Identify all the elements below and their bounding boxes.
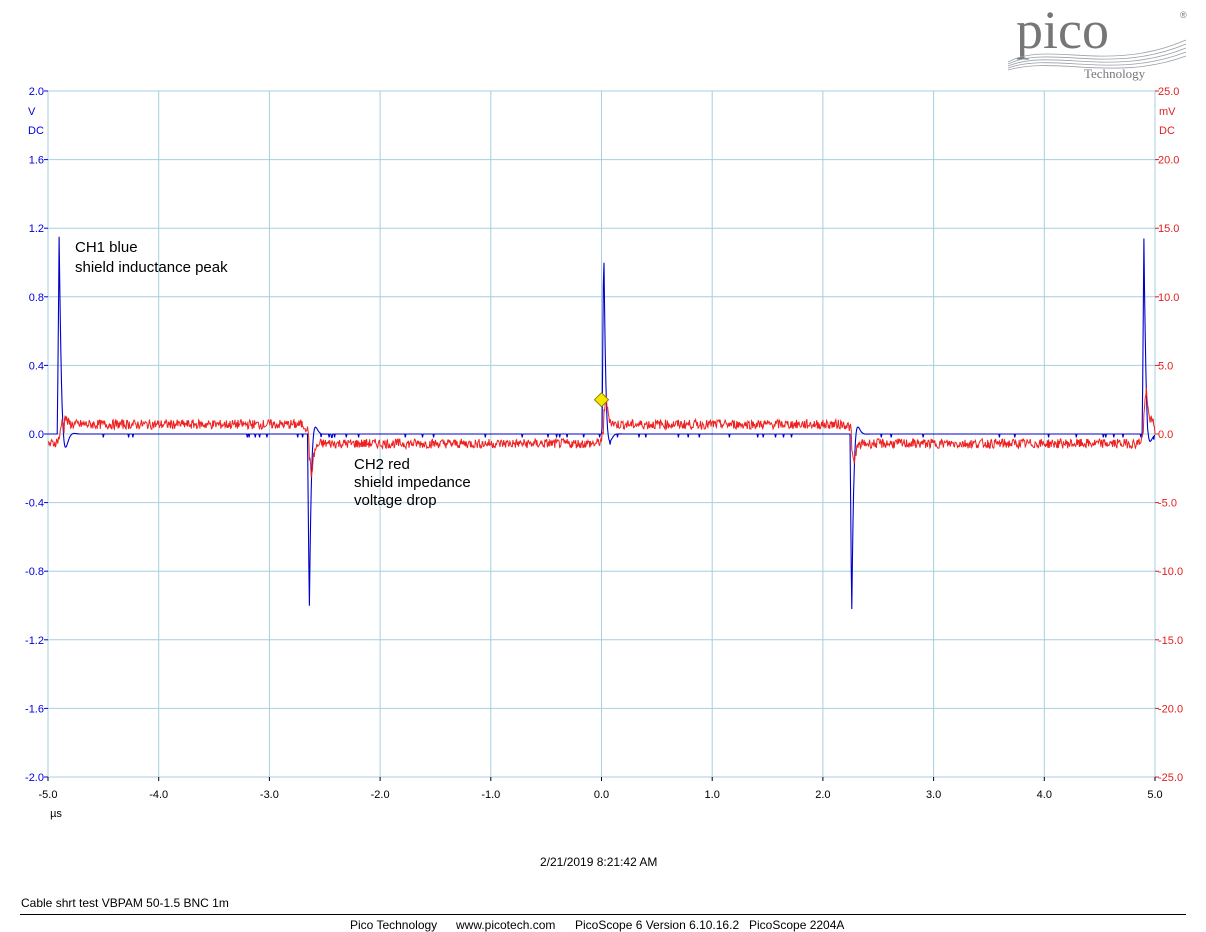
left-tick-label: -2.0 <box>25 772 44 784</box>
x-tick-label: -4.0 <box>149 789 168 801</box>
ch1-trace <box>48 236 1156 610</box>
ch2-trace <box>47 387 1156 478</box>
annotation-line: CH1 blue <box>75 239 138 256</box>
left-tick-label: 1.2 <box>29 223 44 235</box>
logo-subtitle: Technology <box>1084 66 1146 81</box>
logo-brand: pico <box>1016 4 1109 60</box>
left-tick-label: -1.6 <box>25 703 44 715</box>
x-tick-label: 1.0 <box>705 789 720 801</box>
right-tick-label: -5.0 <box>1158 498 1177 510</box>
pico-technology-logo: pico ® Technology <box>1000 0 1196 84</box>
x-tick-label: 4.0 <box>1037 789 1052 801</box>
right-tick-label: 10.0 <box>1158 292 1179 304</box>
left-tick-label: 0.0 <box>29 429 44 441</box>
capture-timestamp: 2/21/2019 8:21:42 AM <box>540 855 658 869</box>
left-tick-label: 0.8 <box>29 292 44 304</box>
annotation-line: shield impedance <box>354 474 471 491</box>
traces <box>47 236 1156 610</box>
x-axis-unit: µs <box>50 808 62 820</box>
left-tick-label: -0.8 <box>25 566 44 578</box>
left-tick-label: 1.6 <box>29 155 44 167</box>
x-tick-label: 3.0 <box>926 789 941 801</box>
right-tick-label: 0.0 <box>1158 429 1173 441</box>
logo-wave-icon <box>1007 39 1187 71</box>
annotation-line: voltage drop <box>354 492 437 509</box>
right-tick-label: -25.0 <box>1158 772 1183 784</box>
right-tick-label: -10.0 <box>1158 566 1183 578</box>
right-tick-label: -15.0 <box>1158 635 1183 647</box>
right-tick-label: 20.0 <box>1158 155 1179 167</box>
oscilloscope-chart: 2.01.61.20.80.40.0-0.4-0.8-1.2-1.6-2.0VD… <box>25 86 1183 820</box>
left-axis-coupling: DC <box>28 125 44 137</box>
left-axis: 2.0 1.6 1.2 0.8 0.4 0.0 -0.4 -0.8 -1.2 -1.6 -2.0 VD… <box>25 86 48 784</box>
x-tick-label: -3.0 <box>260 789 279 801</box>
x-tick-label: -2.0 <box>371 789 390 801</box>
right-tick-label: 25.0 <box>1158 86 1179 98</box>
bottom-axis: -5.0 -4.0 -3.0 -2.0 -1.0 0.0 1.0 2.0 3.0 4.0 5.0 µs <box>39 777 1163 820</box>
right-tick-label: -20.0 <box>1158 703 1183 715</box>
right-axis-unit: mV <box>1159 106 1176 118</box>
trigger-marker-icon <box>593 391 610 408</box>
annotation-line: CH2 red <box>354 456 410 473</box>
footer-website: www.picotech.com <box>456 918 556 932</box>
x-tick-label: 0.0 <box>594 789 609 801</box>
right-axis-coupling: DC <box>1159 125 1175 137</box>
left-axis-unit: V <box>28 106 36 118</box>
footer-divider <box>20 914 1186 915</box>
capture-caption: Cable shrt test VBPAM 50-1.5 BNC 1m <box>21 896 229 910</box>
x-tick-label: 2.0 <box>815 789 830 801</box>
footer-device: PicoScope 2204A <box>749 918 845 932</box>
footer-software: PicoScope 6 Version 6.10.16.2 <box>575 918 740 932</box>
logo-registered-mark: ® <box>1180 10 1187 20</box>
right-tick-label: 15.0 <box>1158 223 1179 235</box>
left-tick-label: -1.2 <box>25 635 44 647</box>
left-tick-label: 0.4 <box>29 360 44 372</box>
left-tick-label: -0.4 <box>25 498 44 510</box>
footer-company: Pico Technology <box>350 918 438 932</box>
annotations: CH1 blue shield inductance peak CH2 redsh… <box>75 239 471 509</box>
right-tick-label: 5.0 <box>1158 360 1173 372</box>
x-tick-label: -5.0 <box>39 789 58 801</box>
left-tick-label: 2.0 <box>29 86 44 98</box>
annotation-line: shield inductance peak <box>75 259 228 276</box>
x-tick-label: 5.0 <box>1147 789 1162 801</box>
x-tick-label: -1.0 <box>481 789 500 801</box>
right-axis: 25.0 20.0 15.0 10.0 5.0 0.0 -5.0 -10.0 -15.0 -20.… <box>1155 86 1183 784</box>
